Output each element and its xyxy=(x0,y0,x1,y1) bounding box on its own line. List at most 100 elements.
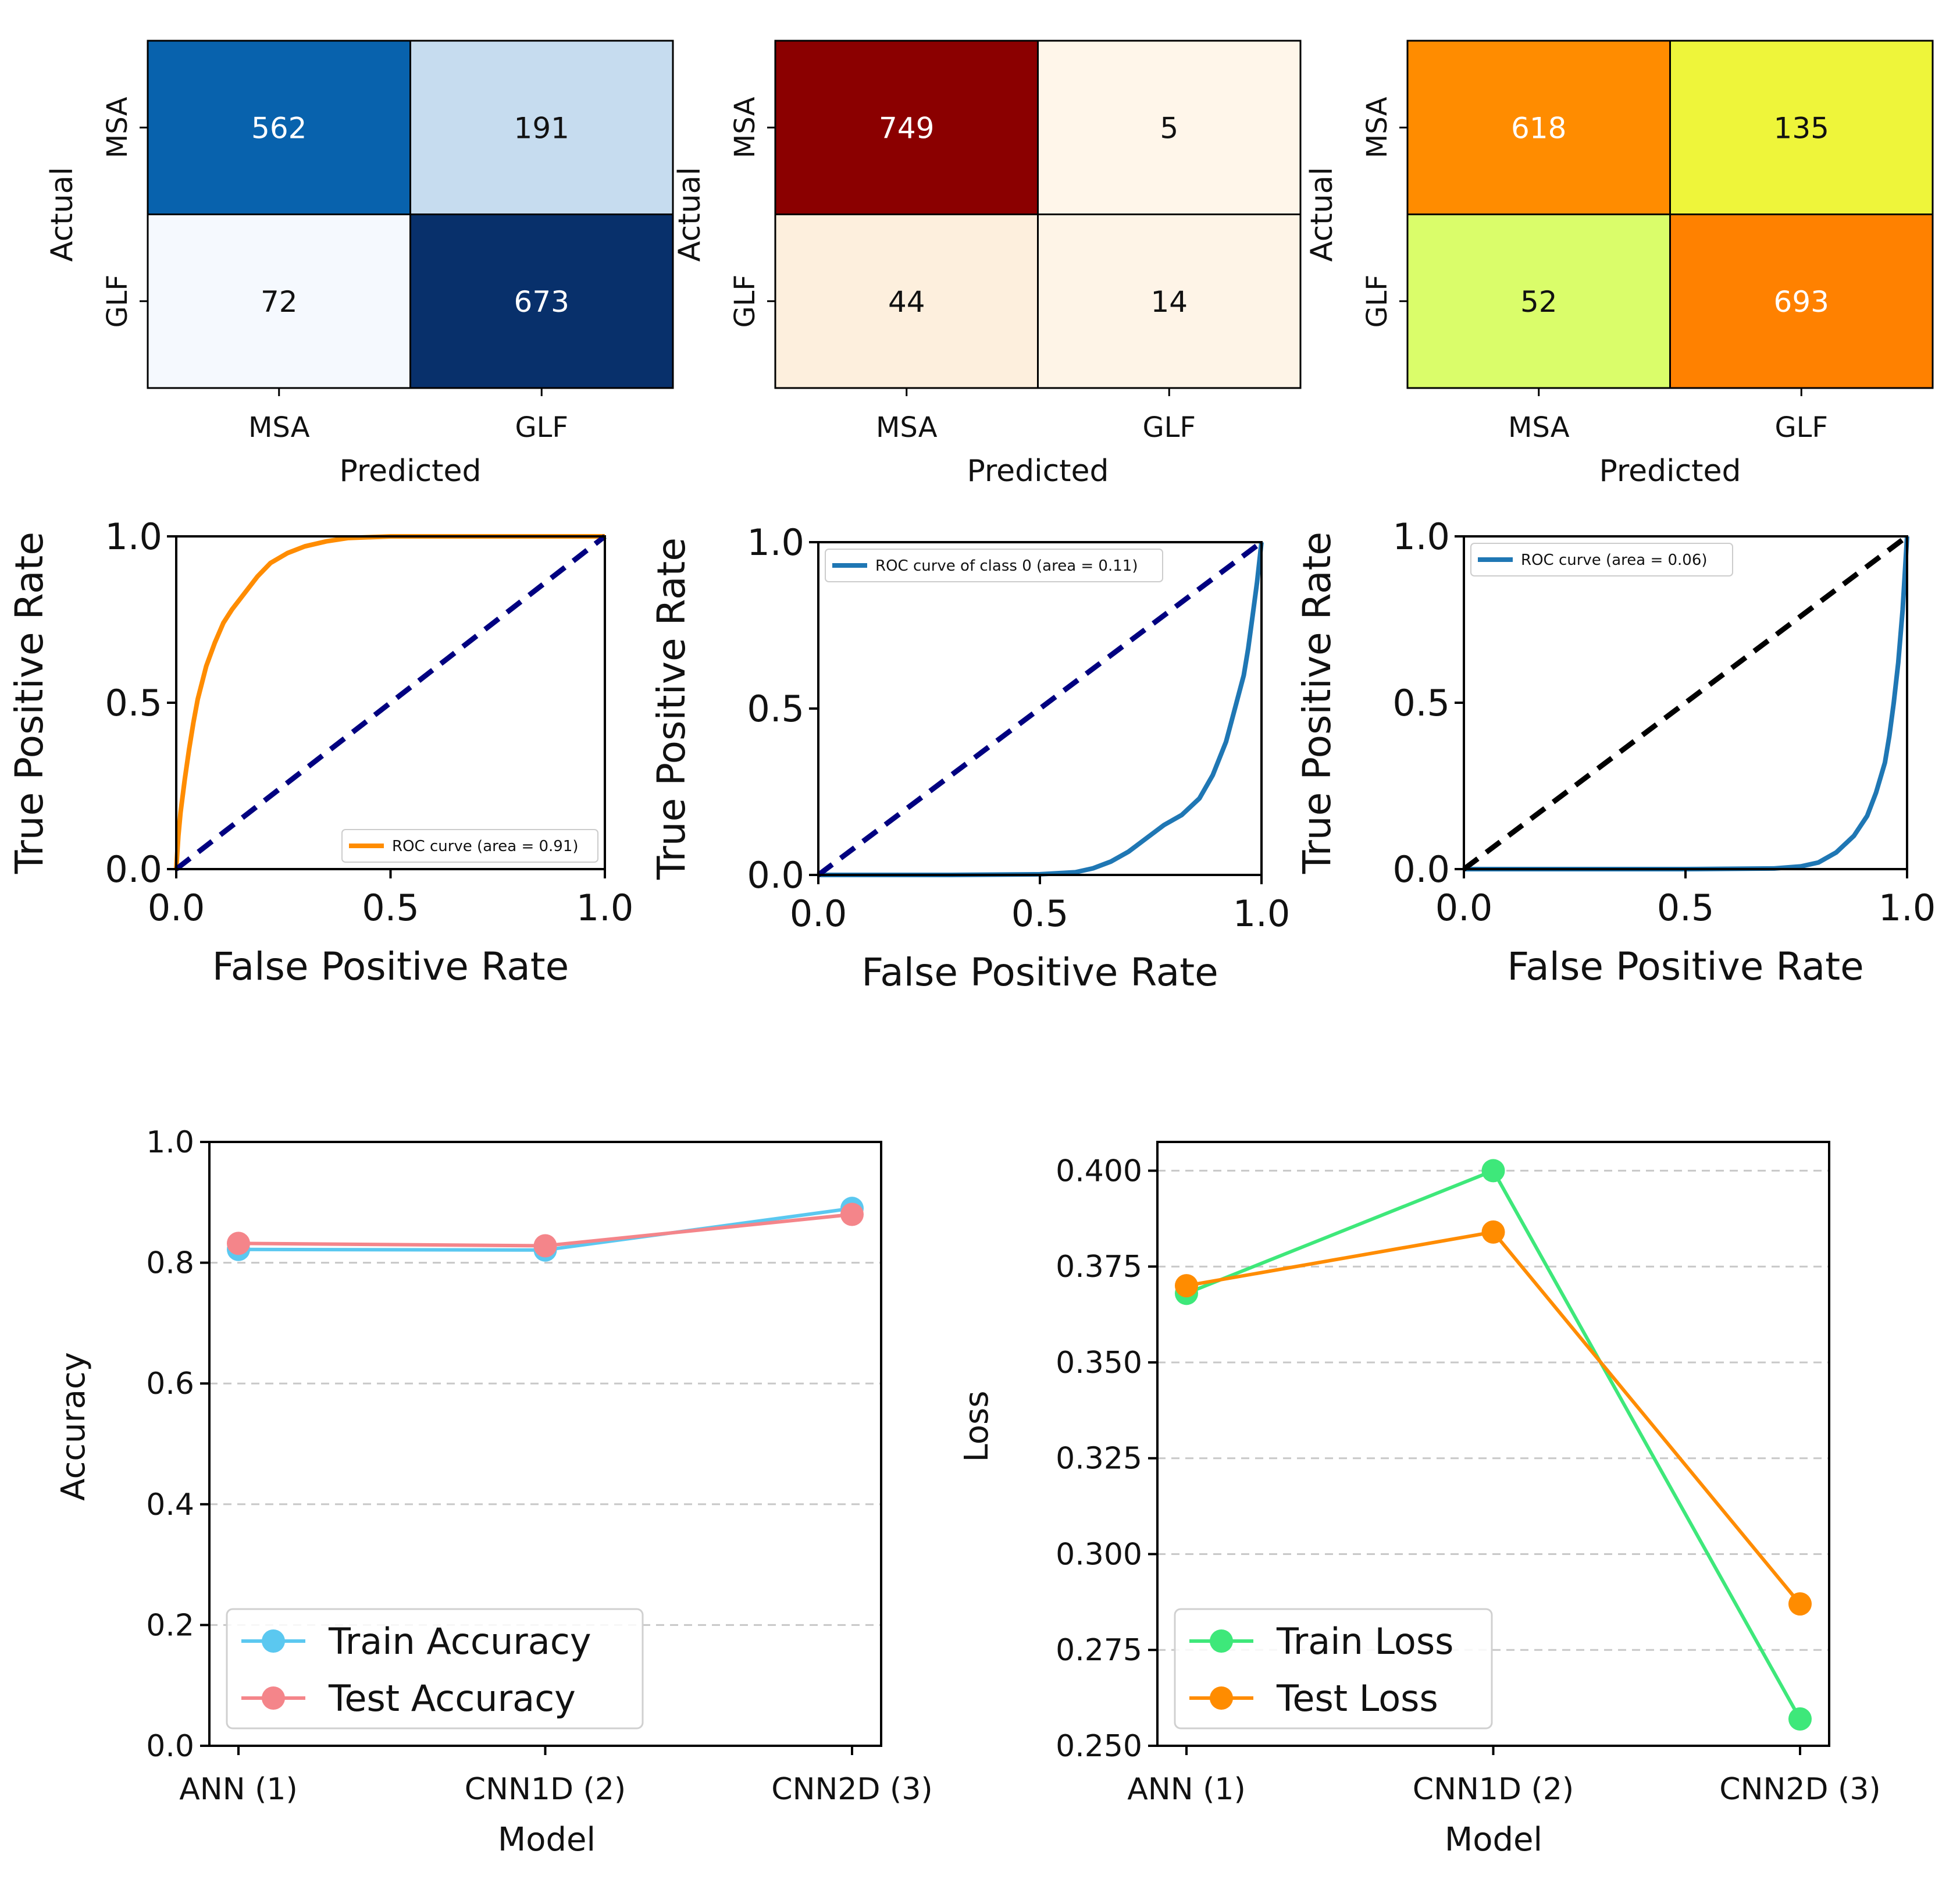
roc3-ylabel: True Positive Rate xyxy=(1295,532,1339,874)
acc-xlabel: Model xyxy=(498,1821,596,1859)
roc2-ytick-label-1: 0.5 xyxy=(747,688,804,730)
cm2-heatmap: 749 5 44 14 MSA GLF MSA GLF Predicted Actual xyxy=(672,40,1302,489)
roc2-ytick-label-0: 0.0 xyxy=(747,854,804,896)
acc-legend-swatch-marker-0 xyxy=(262,1629,285,1653)
cm2-xlabel: Predicted xyxy=(967,454,1109,489)
roc3-legend-label: ROC curve (area = 0.06) xyxy=(1521,551,1708,569)
loss-xlabel: Model xyxy=(1445,1821,1542,1859)
cm1-ytick-label-1: GLF xyxy=(101,275,134,328)
model-comparison: ANN (1) CNN1D (2) CNN2D (3) 0.0 0.2 0.4 0.6 0.8… xyxy=(55,1125,1881,1859)
roc1-legend-box xyxy=(341,829,598,863)
loss-legend-swatch-marker-1 xyxy=(1210,1686,1233,1710)
cm3-cell-0-1 xyxy=(1669,40,1934,215)
roc3-xtick-label-2: 1.0 xyxy=(1879,887,1936,929)
acc-ytick-label-3: 0.6 xyxy=(146,1366,194,1401)
cm2-ylabel: Actual xyxy=(672,167,707,262)
cm1-xtick-label-1: GLF xyxy=(515,411,568,444)
roc3-ytick-label-0: 0.0 xyxy=(1392,848,1450,891)
roc2-ytick-label-2: 1.0 xyxy=(747,521,804,564)
acc-ytick-label-5: 1.0 xyxy=(146,1125,194,1160)
roc2-plot-area xyxy=(818,542,1261,875)
acc-ytick-label-1: 0.2 xyxy=(146,1608,194,1643)
cm2-ytick-label-0: MSA xyxy=(729,97,761,158)
roc1-ytick-label-0: 0.0 xyxy=(105,848,162,891)
roc1-ylabel: True Positive Rate xyxy=(7,532,52,874)
loss-xtick-label-2: CNN2D (3) xyxy=(1719,1772,1880,1807)
cm3-cell-value-1-1: 693 xyxy=(1774,285,1829,319)
acc-series-1-point-2 xyxy=(840,1202,864,1226)
acc-legend-label-0: Train Accuracy xyxy=(328,1620,591,1663)
cm1-ylabel: Actual xyxy=(45,167,80,262)
acc-xtick-label-0: ANN (1) xyxy=(179,1772,298,1807)
roc1-chance-line xyxy=(174,534,607,871)
acc-series-1-point-1 xyxy=(533,1234,557,1258)
loss-ytick-label-2: 0.300 xyxy=(1056,1537,1142,1572)
loss-plot: ANN (1) CNN1D (2) CNN2D (3) 0.250 0.275 0.300… xyxy=(958,1141,1881,1859)
roc1-xtick-label-2: 1.0 xyxy=(576,887,634,929)
cm3-cell-value-0-1: 135 xyxy=(1774,111,1829,145)
cm1-cell-1-1 xyxy=(409,213,674,389)
cm2-cell-0-1 xyxy=(1037,40,1302,215)
roc1-xtick-label-0: 0.0 xyxy=(148,887,205,929)
loss-series-1-point-1 xyxy=(1481,1220,1505,1244)
roc3-ytick-label-1: 0.5 xyxy=(1392,682,1450,724)
roc2-xtick-label-2: 1.0 xyxy=(1233,892,1291,935)
roc3-roc-line xyxy=(1464,536,1909,871)
acc-ytick-label-0: 0.0 xyxy=(146,1729,194,1764)
cm1-cell-value-1-1: 673 xyxy=(514,285,569,319)
roc2-chance-line xyxy=(817,540,1263,877)
cm2-xtick-label-0: MSA xyxy=(876,411,938,444)
cm1-xlabel: Predicted xyxy=(339,454,481,489)
roc2-xtick-label-0: 0.0 xyxy=(790,892,847,935)
cm3-cell-value-1-0: 52 xyxy=(1520,285,1558,319)
roc3-plot: 0.0 0.5 1.0 0.0 0.5 1.0 False Positive Rate Tru… xyxy=(1295,515,1936,989)
loss-legend-box xyxy=(1174,1608,1493,1729)
loss-legend-label-0: Train Loss xyxy=(1276,1620,1453,1663)
acc-ytick-label-4: 0.8 xyxy=(146,1246,194,1281)
loss-ytick-label-6: 0.400 xyxy=(1056,1154,1142,1188)
acc-legend-label-1: Test Accuracy xyxy=(328,1677,576,1720)
cm3-ytick-label-0: MSA xyxy=(1361,97,1394,158)
roc1-xtick-label-1: 0.5 xyxy=(362,887,419,929)
cm2-cell-value-0-0: 749 xyxy=(879,111,934,145)
loss-ytick-label-0: 0.250 xyxy=(1056,1729,1142,1764)
cm1-heatmap: 562 191 72 673 MSA GLF MSA GLF Predicted Actual xyxy=(45,40,674,489)
acc-ylabel: Accuracy xyxy=(55,1352,92,1501)
loss-ytick-label-4: 0.350 xyxy=(1056,1346,1142,1380)
acc-series-1-point-0 xyxy=(227,1232,250,1255)
cm3-xtick-label-1: GLF xyxy=(1774,411,1828,444)
cm3-cell-1-1 xyxy=(1669,213,1934,389)
cm1-cell-0-1 xyxy=(409,40,674,215)
loss-legend-swatch-marker-0 xyxy=(1210,1629,1233,1653)
roc3-xtick-label-1: 0.5 xyxy=(1657,887,1715,929)
loss-ytick-label-3: 0.325 xyxy=(1056,1442,1142,1476)
roc3-chance-line xyxy=(1462,534,1909,871)
loss-ytick-label-1: 0.275 xyxy=(1056,1633,1142,1668)
loss-series-1-point-2 xyxy=(1788,1592,1812,1616)
cm3-ylabel: Actual xyxy=(1305,167,1339,262)
loss-xtick-label-1: CNN1D (2) xyxy=(1413,1772,1574,1807)
cm2-xtick-label-1: GLF xyxy=(1142,411,1196,444)
loss-ytick-label-5: 0.375 xyxy=(1056,1250,1142,1284)
loss-xtick-label-0: ANN (1) xyxy=(1127,1772,1246,1807)
roc1-xlabel: False Positive Rate xyxy=(212,944,569,989)
cm3-cell-0-0 xyxy=(1406,40,1671,215)
loss-ylabel: Loss xyxy=(958,1391,996,1462)
roc3-xlabel: False Positive Rate xyxy=(1507,944,1863,989)
cm1-ytick-label-0: MSA xyxy=(101,97,134,158)
roc1-ytick-label-2: 1.0 xyxy=(105,515,162,558)
cm3-cell-value-0-0: 618 xyxy=(1511,111,1566,145)
roc3-ytick-label-2: 1.0 xyxy=(1392,515,1450,558)
cm2-cell-0-0 xyxy=(774,40,1039,215)
cm2-cell-1-1 xyxy=(1037,213,1302,389)
cm1-cell-0-0 xyxy=(147,40,411,215)
cm1-cell-value-1-0: 72 xyxy=(261,285,298,319)
roc2-xtick-label-1: 0.5 xyxy=(1011,892,1069,935)
roc2-xlabel: False Positive Rate xyxy=(861,950,1218,995)
acc-plot: ANN (1) CNN1D (2) CNN2D (3) 0.0 0.2 0.4 0.6 0.8… xyxy=(55,1125,933,1859)
acc-legend-box xyxy=(226,1608,644,1729)
roc1-legend-label: ROC curve (area = 0.91) xyxy=(392,838,579,855)
